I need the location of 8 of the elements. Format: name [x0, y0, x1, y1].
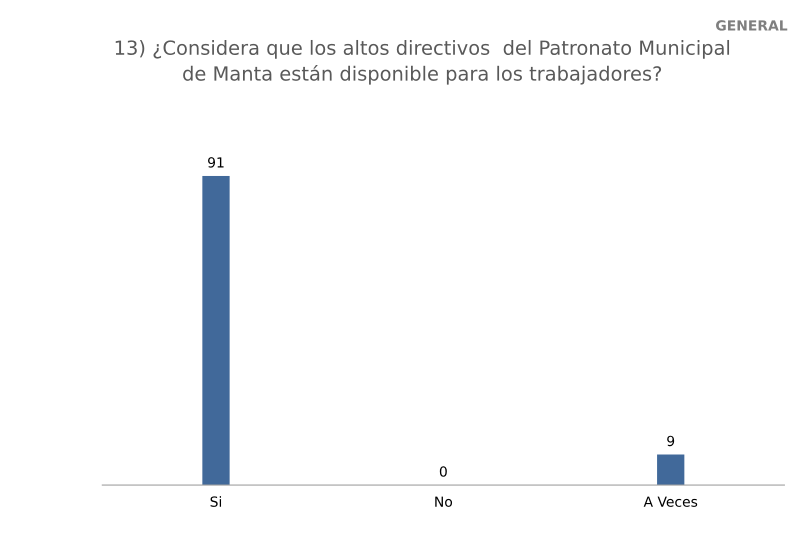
data-label: 0: [440, 466, 447, 477]
x-tick-label: A Veces: [644, 496, 698, 507]
data-label: 9: [667, 436, 674, 446]
data-label: 91: [208, 157, 224, 168]
x-tick-label: No: [435, 496, 452, 507]
chart-title: 13) ¿Considera que los altos directivos del Patronato Municipal de Manta están disponible para los trabajadores?: [116, 40, 730, 85]
text: GENERAL: [716, 20, 788, 31]
x-tick-label: Si: [210, 496, 222, 507]
